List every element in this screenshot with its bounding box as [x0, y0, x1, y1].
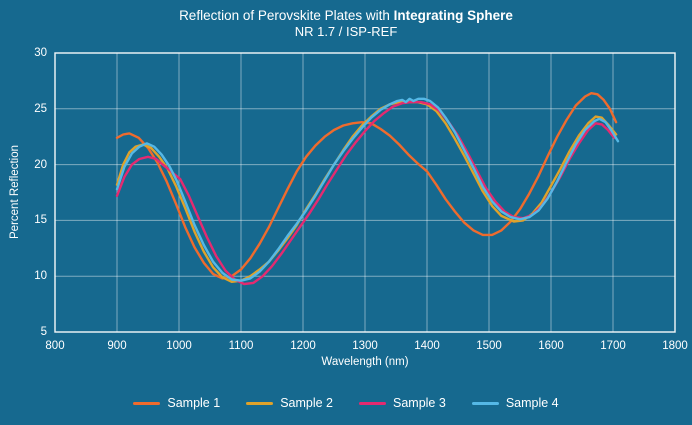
legend-swatch-sample-3: [359, 401, 386, 405]
series-line-sample-4: [115, 97, 620, 282]
legend-label-sample-3: Sample 3: [393, 396, 446, 410]
legend-item-sample-2: Sample 2: [246, 396, 333, 410]
chart-title-regular: Reflection of Perovskite Plates with: [179, 8, 394, 23]
chart-title: Reflection of Perovskite Plates with Int…: [0, 8, 692, 24]
legend-swatch-sample-1: [133, 401, 161, 405]
legend-item-sample-1: Sample 1: [133, 396, 220, 410]
legend-swatch-sample-4: [471, 401, 499, 405]
chart-title-bold: Integrating Sphere: [393, 8, 513, 23]
legend-label-sample-4: Sample 4: [505, 396, 559, 410]
chart-header: Reflection of Perovskite Plates with Int…: [0, 8, 692, 40]
legend-label-sample-2: Sample 2: [280, 396, 333, 410]
series-line-sample-2: [115, 100, 618, 283]
plot-border: [54, 52, 676, 333]
legend-label-sample-1: Sample 1: [167, 396, 221, 410]
x-axis-title: Wavelength (nm): [321, 356, 409, 368]
legend: Sample 1 Sample 2 Sample 3 Sample 4: [0, 396, 692, 410]
series-line-sample-3: [115, 100, 616, 286]
legend-item-sample-3: Sample 3: [359, 396, 446, 410]
legend-swatch-sample-2: [246, 401, 274, 405]
chart-subtitle: NR 1.7 / ISP-REF: [294, 24, 398, 39]
legend-item-sample-4: Sample 4: [471, 396, 559, 410]
y-axis-title: Percent Reflection: [9, 145, 21, 239]
